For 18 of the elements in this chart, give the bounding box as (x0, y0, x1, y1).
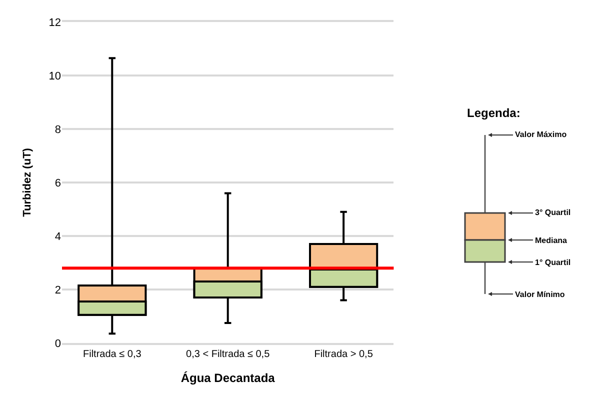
y-tick-label: 12 (48, 16, 61, 29)
text: Legenda: (467, 106, 520, 120)
y-tick-label: 4 (54, 230, 61, 243)
text: Mediana (535, 236, 568, 245)
x-tick-label: Filtrada ≤ 0,3 (82, 348, 142, 360)
y-tick-label: 2 (54, 284, 61, 296)
x-tick-label: 0,3 < Filtrada ≤ 0,5 (186, 348, 270, 360)
y-tick-label: 6 (54, 177, 61, 190)
x-tick-label: Filtrada > 0,5 (314, 348, 374, 360)
y-tick-label: 8 (54, 124, 61, 136)
y-tick-label: 0 (54, 338, 61, 350)
text: Valor Mínimo (515, 290, 565, 299)
x-axis-title: Água Decantada (180, 371, 276, 386)
text: Valor Máximo (515, 130, 567, 139)
y-tick-label: 10 (48, 70, 61, 82)
text: 3° Quartil (535, 208, 571, 217)
text: 1° Quartil (535, 258, 571, 267)
y-axis-title: Turbidez (uT) (21, 148, 34, 217)
